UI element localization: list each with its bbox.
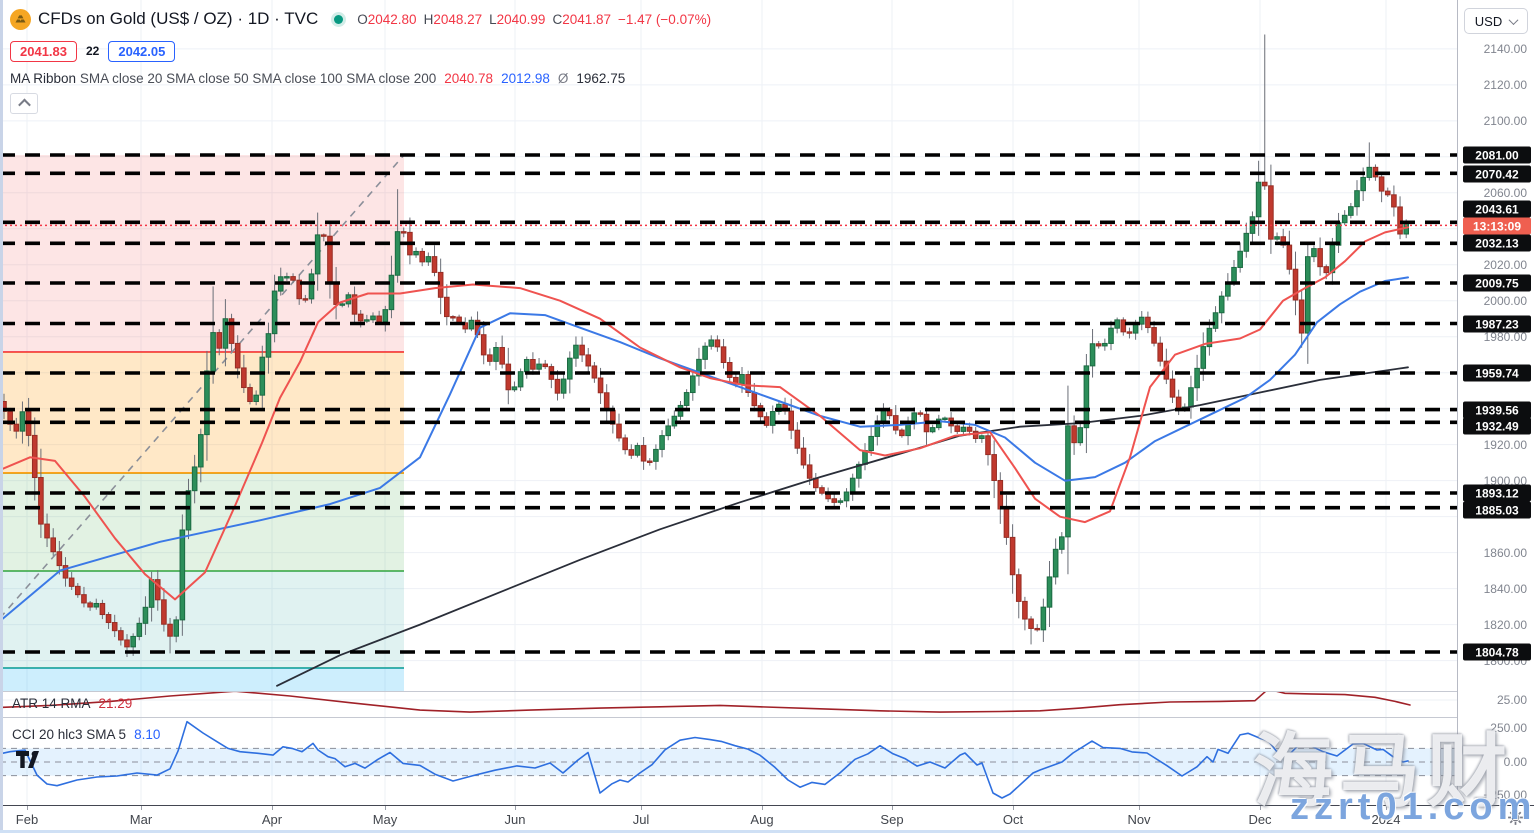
month-label: Dec [1248, 812, 1272, 827]
collapse-legend-button[interactable] [10, 93, 38, 114]
axis-tick [1139, 806, 1140, 810]
scale-label: 1920.00 [1483, 438, 1527, 452]
month-label: Nov [1127, 812, 1151, 827]
ma50-value: 2012.98 [501, 71, 550, 86]
spread-value: 22 [86, 44, 100, 58]
cci-value: 8.10 [134, 727, 161, 742]
scale-label: 2100.00 [1483, 114, 1527, 128]
currency-toggle-button[interactable]: USD [1464, 8, 1528, 34]
ma-hidden-icon[interactable]: Ø [557, 71, 569, 86]
price-level-badge: 2070.42 [1463, 165, 1531, 183]
month-label: Feb [15, 812, 39, 827]
axis-tick [762, 806, 763, 810]
gridlines [0, 0, 1457, 805]
price-level-badge: 2043.61 [1463, 200, 1531, 218]
scale-label: −250.00 [1483, 788, 1527, 802]
month-label: Mar [129, 812, 153, 827]
axis-tick [1260, 806, 1261, 810]
axis-tick [515, 806, 516, 810]
chevron-up-icon [17, 98, 31, 112]
atr-line[interactable] [0, 689, 1411, 713]
buy-button[interactable]: 2042.05 [108, 40, 176, 62]
price-level-badge: 1939.56 [1463, 401, 1531, 419]
scale-label: 1840.00 [1483, 582, 1527, 596]
symbol-title[interactable]: CFDs on Gold (US$ / OZ) · 1D · TVC [38, 9, 319, 28]
gold-symbol-icon [10, 8, 31, 30]
sma20-line[interactable] [0, 226, 1409, 601]
axis-settings-gear-icon[interactable] [1506, 808, 1525, 827]
axis-tick [1386, 806, 1387, 810]
price-scale[interactable]: USD 2140.00 2120.00 2100.00 2060.00 2020.00 2… [1457, 0, 1534, 833]
sma200-line[interactable] [276, 366, 1409, 687]
scale-label: 2000.00 [1483, 294, 1527, 308]
price-level-badge: 1959.74 [1463, 364, 1531, 382]
time-axis[interactable]: Feb Mar Apr May Jun Jul Aug Sep Oct Nov Dec 2024 [0, 805, 1534, 833]
change-value: −1.47 (−0.07%) [618, 11, 712, 27]
chart-legend: CFDs on Gold (US$ / OZ) · 1D · TVC O2042… [10, 6, 718, 114]
bottom-frame-strip [0, 830, 1534, 833]
scale-label: 2140.00 [1483, 42, 1527, 56]
scale-label: 1980.00 [1483, 330, 1527, 344]
price-level-badge: 1893.12 [1463, 484, 1531, 502]
scale-label: 2120.00 [1483, 78, 1527, 92]
price-level-badge: 1885.03 [1463, 501, 1531, 519]
atr-legend[interactable]: ATR 14 RMA 21.29 [12, 696, 133, 711]
cci-line[interactable] [0, 720, 1409, 799]
sell-button[interactable]: 2041.83 [10, 40, 77, 62]
scale-label: 1820.00 [1483, 618, 1527, 632]
scale-label: 250.00 [1490, 721, 1527, 735]
month-label: Apr [261, 812, 283, 827]
tradingview-logo[interactable] [16, 751, 45, 775]
atr-value: 21.29 [98, 696, 133, 711]
axis-tick [27, 806, 28, 810]
month-label: Jul [632, 812, 650, 827]
month-label: 2024 [1371, 812, 1401, 827]
month-label: Oct [1002, 812, 1024, 827]
ma-ribbon-params: SMA close 20 SMA close 50 SMA close 100 … [79, 71, 437, 86]
price-level-badge: 2009.75 [1463, 274, 1531, 292]
scale-label: 1860.00 [1483, 546, 1527, 560]
price-level-badge: 1804.78 [1463, 643, 1531, 661]
ohlc-values: O2042.80 H2048.27 L2040.99 C2041.87 −1.47 (−… [357, 11, 712, 27]
month-label: Sep [880, 812, 904, 827]
left-frame-strip [0, 0, 3, 833]
ma20-value: 2040.78 [444, 71, 494, 86]
price-level-badge: 2032.13 [1463, 234, 1531, 252]
ma200-value: 1962.75 [576, 71, 626, 86]
axis-tick [892, 806, 893, 810]
ma-ribbon-label[interactable]: MA Ribbon [10, 71, 77, 86]
market-status-icon[interactable] [334, 14, 344, 24]
chevron-down-icon [1508, 14, 1519, 25]
axis-tick [141, 806, 142, 810]
price-level-badge: 2081.00 [1463, 146, 1531, 164]
cci-legend[interactable]: CCI 20 hlc3 SMA 5 8.10 [12, 727, 161, 742]
scale-label: 25.00 [1496, 693, 1527, 707]
support-resistance-levels[interactable] [0, 153, 1457, 654]
scale-label: 0.00 [1503, 755, 1527, 769]
sma50-line[interactable] [0, 276, 1409, 622]
axis-tick [272, 806, 273, 810]
price-level-badge: 1932.49 [1463, 417, 1531, 435]
month-label: May [372, 812, 398, 827]
bar-countdown-badge: 13:13:09 [1463, 217, 1531, 235]
price-level-badge: 1987.23 [1463, 315, 1531, 333]
month-label: Jun [504, 812, 526, 827]
axis-tick [641, 806, 642, 810]
axis-tick [385, 806, 386, 810]
scale-label: 2020.00 [1483, 258, 1527, 272]
axis-tick [1013, 806, 1014, 810]
candles [1, 166, 1410, 648]
scale-label: 2060.00 [1483, 186, 1527, 200]
month-label: Aug [750, 812, 774, 827]
